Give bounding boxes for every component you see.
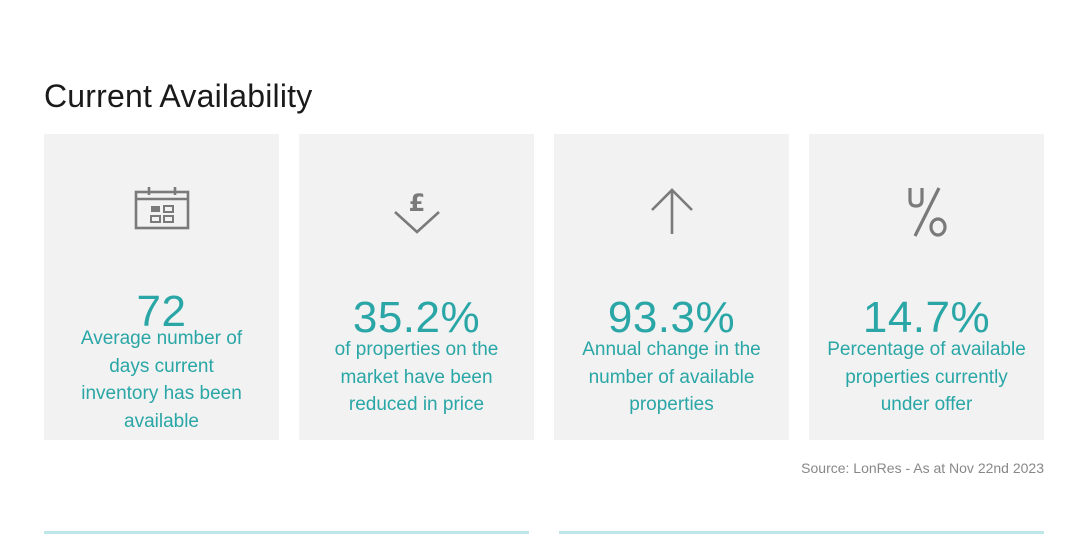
stat-card-under-offer: 14.7% Percentage of available properties…	[809, 134, 1044, 440]
source-note: Source: LonRes - As at Nov 22nd 2023	[801, 460, 1044, 476]
stat-value: 72	[136, 287, 187, 336]
stat-description: of properties on the market have been re…	[334, 339, 499, 415]
divider-right	[559, 531, 1044, 534]
stat-description: Percentage of available properties curre…	[827, 339, 1026, 415]
under-offer-percent-icon	[895, 180, 959, 244]
stat-value: 35.2%	[352, 293, 481, 342]
stat-card-price-reduced: £ 35.2% of properties on the market have…	[299, 134, 534, 440]
page-title: Current Availability	[44, 78, 313, 114]
pound-down-arrow-icon: £	[385, 180, 449, 244]
stat-card-days-available: 72 Average number of days current invent…	[44, 134, 279, 440]
stat-value: 14.7%	[862, 293, 991, 342]
stats-cards: 72 Average number of days current invent…	[44, 134, 1044, 440]
svg-text:£: £	[408, 189, 425, 217]
stat-card-annual-change: 93.3% Annual change in the number of ava…	[554, 134, 789, 440]
stat-value: 93.3%	[607, 293, 736, 342]
stat-description: Average number of days current inventory…	[80, 328, 243, 432]
calendar-icon	[130, 180, 194, 244]
arrow-up-icon	[640, 180, 704, 244]
stat-description: Annual change in the number of available…	[582, 339, 761, 415]
divider-left	[44, 531, 529, 534]
